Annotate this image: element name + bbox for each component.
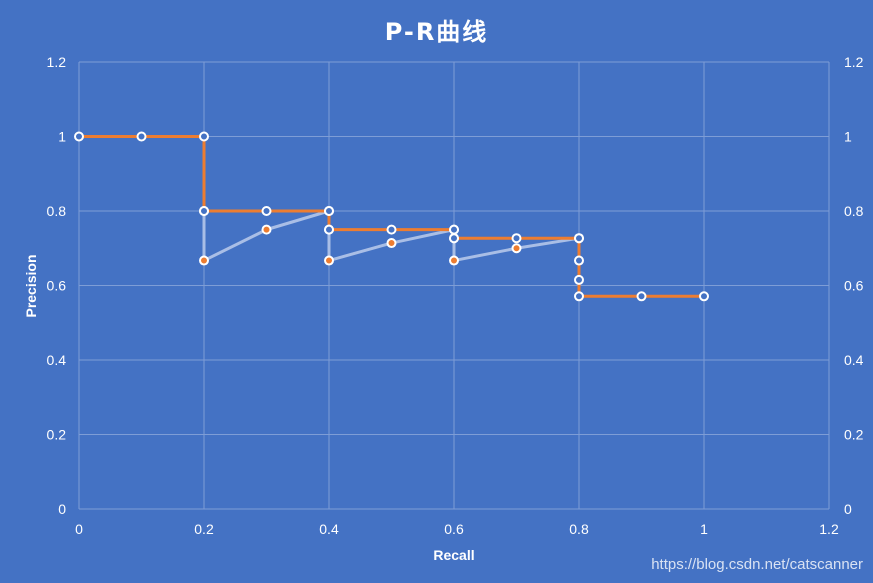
data-point-marker bbox=[636, 291, 647, 302]
data-point-marker bbox=[574, 291, 584, 302]
y2-tick-label: 1 bbox=[844, 129, 852, 145]
y2-tick-label: 0.4 bbox=[844, 352, 864, 368]
y2-tick-label: 0.6 bbox=[844, 278, 864, 294]
series-line-1 bbox=[79, 135, 704, 298]
x-tick-label: 0 bbox=[75, 521, 83, 537]
data-point-marker bbox=[199, 131, 209, 142]
data-point-marker bbox=[574, 274, 584, 285]
data-point-marker bbox=[511, 243, 522, 254]
watermark: https://blog.csdn.net/catscanner bbox=[651, 556, 863, 573]
data-point-marker bbox=[386, 238, 397, 249]
data-point-marker bbox=[261, 206, 272, 216]
data-point-marker bbox=[136, 131, 147, 142]
y2-tick-label: 0.2 bbox=[844, 427, 864, 443]
data-point-marker bbox=[324, 206, 334, 216]
grid-lines bbox=[78, 61, 830, 510]
data-point-marker bbox=[324, 224, 334, 235]
x-tick-label: 1.2 bbox=[819, 521, 839, 537]
data-point-marker bbox=[74, 131, 84, 142]
data-point-marker bbox=[449, 255, 459, 266]
y2-tick-label: 0 bbox=[844, 501, 852, 517]
axis-ticks: 0 0.2 0.4 0.6 0.8 1 1.2 0 0.2 0.4 0.6 0.8 1 1.2 0 0.2 0.… bbox=[47, 54, 864, 537]
y-tick-label: 0 bbox=[58, 501, 66, 517]
data-point-marker bbox=[449, 233, 459, 244]
data-point-marker bbox=[449, 224, 459, 235]
x-axis-label: Recall bbox=[433, 547, 474, 563]
x-tick-label: 0.6 bbox=[444, 521, 464, 537]
data-point-marker bbox=[386, 224, 397, 235]
series-line-0 bbox=[202, 209, 580, 263]
data-point-marker bbox=[699, 291, 709, 302]
x-tick-label: 1 bbox=[700, 521, 708, 537]
series-markers bbox=[74, 131, 709, 302]
data-point-marker bbox=[199, 206, 209, 216]
y-tick-label: 0.8 bbox=[47, 203, 67, 219]
series-lines bbox=[79, 135, 704, 298]
data-point-marker bbox=[199, 255, 209, 266]
x-tick-label: 0.4 bbox=[319, 521, 339, 537]
y-tick-label: 0.4 bbox=[47, 352, 67, 368]
y-tick-label: 0.2 bbox=[47, 427, 67, 443]
data-point-marker bbox=[261, 224, 272, 235]
data-point-marker bbox=[574, 255, 584, 266]
y-axis-label: Precision bbox=[23, 254, 39, 317]
y-tick-label: 0.6 bbox=[47, 278, 67, 294]
x-tick-label: 0.8 bbox=[569, 521, 589, 537]
data-point-marker bbox=[324, 255, 334, 266]
chart-title: P-R曲线 bbox=[384, 18, 489, 46]
y2-tick-label: 1.2 bbox=[844, 54, 864, 70]
x-tick-label: 0.2 bbox=[194, 521, 214, 537]
y2-tick-label: 0.8 bbox=[844, 203, 864, 219]
data-point-marker bbox=[511, 233, 522, 244]
y-tick-label: 1.2 bbox=[47, 54, 67, 70]
data-point-marker bbox=[574, 233, 584, 244]
y-tick-label: 1 bbox=[58, 129, 66, 145]
